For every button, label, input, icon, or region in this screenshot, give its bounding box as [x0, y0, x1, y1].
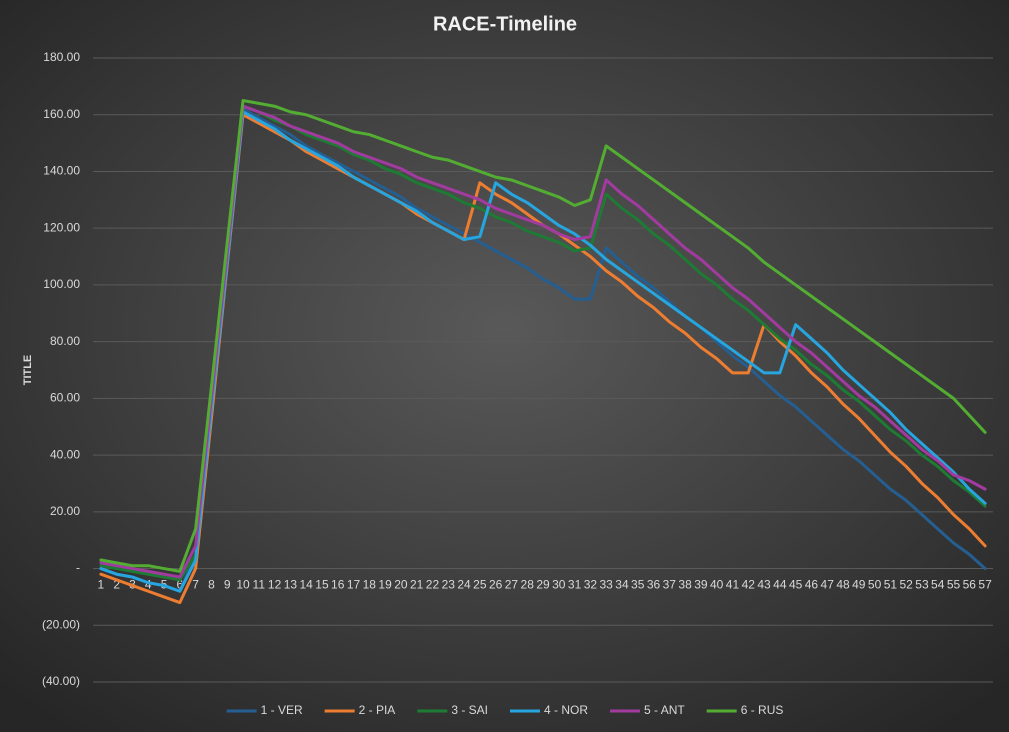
x-tick-label: 16 [331, 578, 345, 592]
x-tick-label: 27 [505, 578, 519, 592]
x-tick-label: 38 [678, 578, 692, 592]
x-tick-label: 26 [489, 578, 503, 592]
y-tick-label: 80.00 [50, 334, 80, 348]
legend-label: 1 - VER [261, 703, 303, 717]
y-tick-label: 40.00 [50, 447, 80, 461]
x-tick-label: 45 [789, 578, 803, 592]
x-tick-label: 4 [145, 578, 152, 592]
x-tick-label: 1 [98, 578, 105, 592]
chart-title: RACE-Timeline [433, 13, 577, 35]
y-tick-label: 140.00 [43, 164, 80, 178]
x-tick-label: 32 [584, 578, 598, 592]
x-tick-label: 40 [710, 578, 724, 592]
x-tick-label: 24 [457, 578, 471, 592]
x-tick-label: 10 [236, 578, 250, 592]
legend-label: 2 - PIA [359, 703, 396, 717]
y-tick-label: - [76, 561, 80, 575]
x-tick-label: 9 [224, 578, 231, 592]
x-tick-label: 25 [473, 578, 487, 592]
x-tick-label: 54 [931, 578, 945, 592]
x-tick-label: 22 [426, 578, 440, 592]
x-tick-label: 15 [315, 578, 329, 592]
x-tick-label: 36 [647, 578, 661, 592]
x-tick-label: 34 [615, 578, 629, 592]
x-tick-label: 30 [552, 578, 566, 592]
y-tick-label: 160.00 [43, 107, 80, 121]
x-tick-label: 23 [442, 578, 456, 592]
x-tick-label: 18 [363, 578, 377, 592]
x-tick-label: 57 [978, 578, 992, 592]
x-tick-label: 21 [410, 578, 424, 592]
series-line [99, 99, 987, 573]
x-tick-label: 2 [113, 578, 120, 592]
legend-label: 6 - RUS [741, 703, 784, 717]
series-line [99, 107, 987, 593]
x-tick-label: 41 [726, 578, 740, 592]
y-tick-label: 20.00 [50, 504, 80, 518]
legend-label: 3 - SAI [451, 703, 488, 717]
x-tick-label: 52 [899, 578, 913, 592]
x-tick-label: 12 [268, 578, 282, 592]
x-tick-label: 8 [208, 578, 215, 592]
x-tick-label: 14 [299, 578, 313, 592]
x-tick-label: 20 [394, 578, 408, 592]
x-tick-label: 13 [284, 578, 298, 592]
x-tick-label: 44 [773, 578, 787, 592]
x-tick-label: 19 [378, 578, 392, 592]
legend-label: 5 - ANT [644, 703, 685, 717]
x-tick-label: 50 [868, 578, 882, 592]
y-tick-label: 100.00 [43, 277, 80, 291]
x-tick-label: 37 [663, 578, 677, 592]
x-tick-label: 33 [599, 578, 613, 592]
x-tick-label: 47 [821, 578, 835, 592]
legend-label: 4 - NOR [544, 703, 588, 717]
x-tick-label: 49 [852, 578, 866, 592]
x-tick-label: 46 [805, 578, 819, 592]
x-tick-label: 55 [947, 578, 961, 592]
y-tick-label: 180.00 [43, 50, 80, 64]
y-axis-title: TITLE [22, 355, 34, 386]
y-tick-label: 60.00 [50, 391, 80, 405]
x-tick-label: 43 [757, 578, 771, 592]
x-tick-label: 29 [536, 578, 550, 592]
x-tick-label: 28 [521, 578, 535, 592]
series-line [99, 104, 987, 579]
x-tick-label: 42 [742, 578, 756, 592]
y-tick-label: (20.00) [42, 617, 80, 631]
x-tick-label: 53 [915, 578, 929, 592]
y-tick-label: (40.00) [42, 674, 80, 688]
series-line [99, 110, 987, 593]
x-tick-label: 51 [884, 578, 898, 592]
x-tick-label: 6 [176, 578, 183, 592]
x-tick-label: 11 [253, 578, 266, 592]
x-tick-label: 48 [836, 578, 850, 592]
x-tick-label: 39 [694, 578, 708, 592]
y-tick-label: 120.00 [43, 220, 80, 234]
x-tick-label: 35 [631, 578, 645, 592]
x-tick-label: 31 [568, 578, 582, 592]
x-tick-label: 7 [192, 578, 199, 592]
x-tick-label: 56 [963, 578, 977, 592]
x-tick-label: 17 [347, 578, 361, 592]
